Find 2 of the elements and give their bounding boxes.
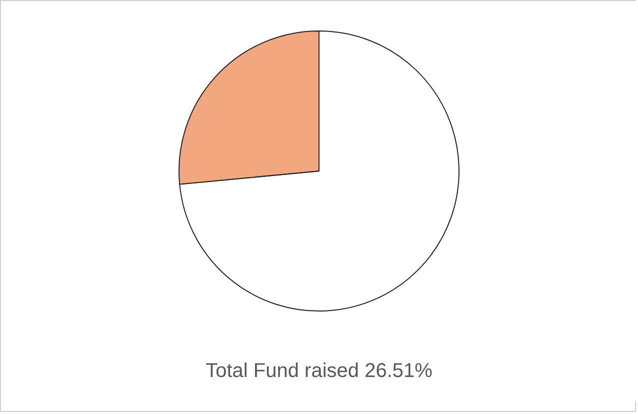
text: Total Fund raised 26.51%: [206, 360, 433, 382]
pie-slice: [179, 30, 460, 312]
